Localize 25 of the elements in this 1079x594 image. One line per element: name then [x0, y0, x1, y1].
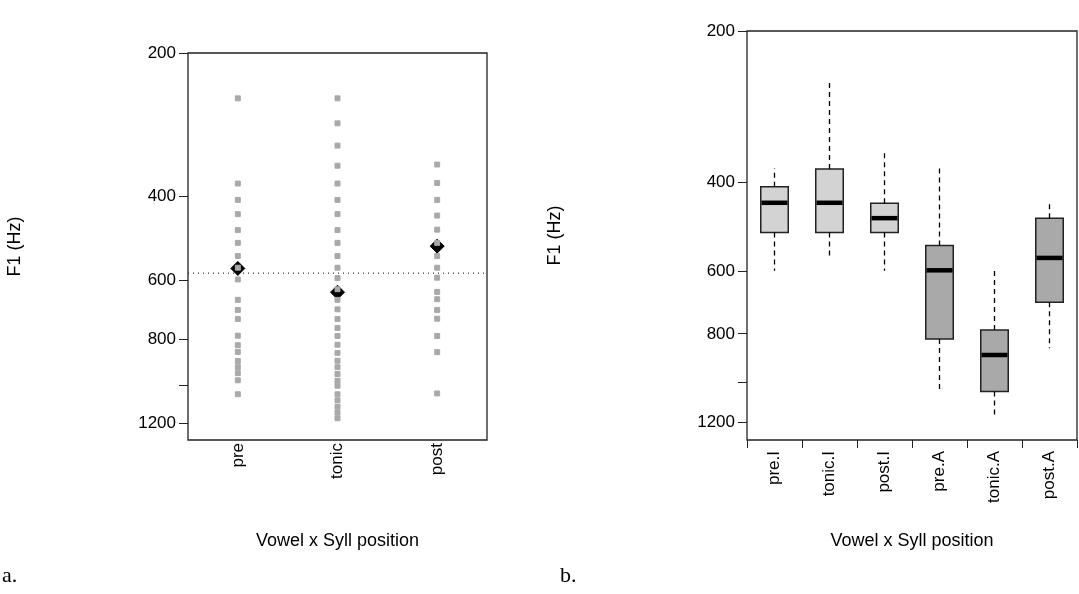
- text: b.: [560, 562, 577, 587]
- x-tick-label: post.I: [874, 451, 894, 493]
- x-axis-title: Vowel x Syll position: [830, 530, 994, 551]
- x-tick-label: post: [426, 442, 446, 476]
- y-tick-label: 600: [147, 269, 176, 289]
- x-tick-label: post.A: [1039, 450, 1059, 500]
- x-tick-label: pre: [227, 443, 247, 468]
- y-tick-label: 800: [706, 323, 735, 343]
- y-tick-label: 200: [147, 42, 176, 62]
- y-tick-label: 600: [706, 260, 735, 280]
- x-tick-label: pre.I: [764, 451, 784, 486]
- y-tick-label: 400: [147, 186, 176, 205]
- y-axis-title: F1 (Hz): [543, 205, 564, 266]
- x-axis-title: Vowel x Syll position: [255, 530, 420, 551]
- x-tick-label: tonic: [327, 442, 347, 479]
- x-tick-label: pre.A: [929, 450, 949, 492]
- y-tick-label: 400: [706, 172, 735, 192]
- text: a.: [2, 562, 18, 587]
- y-tick-label: 800: [147, 329, 176, 349]
- y-tick-label: 200: [706, 20, 735, 40]
- x-tick-label: tonic.A: [984, 450, 1004, 503]
- y-axis-title: F1 (Hz): [3, 216, 24, 277]
- y-tick-label: 1200: [138, 413, 176, 433]
- x-tick-label: tonic.I: [819, 451, 839, 497]
- y-tick-label: 1200: [697, 412, 735, 432]
